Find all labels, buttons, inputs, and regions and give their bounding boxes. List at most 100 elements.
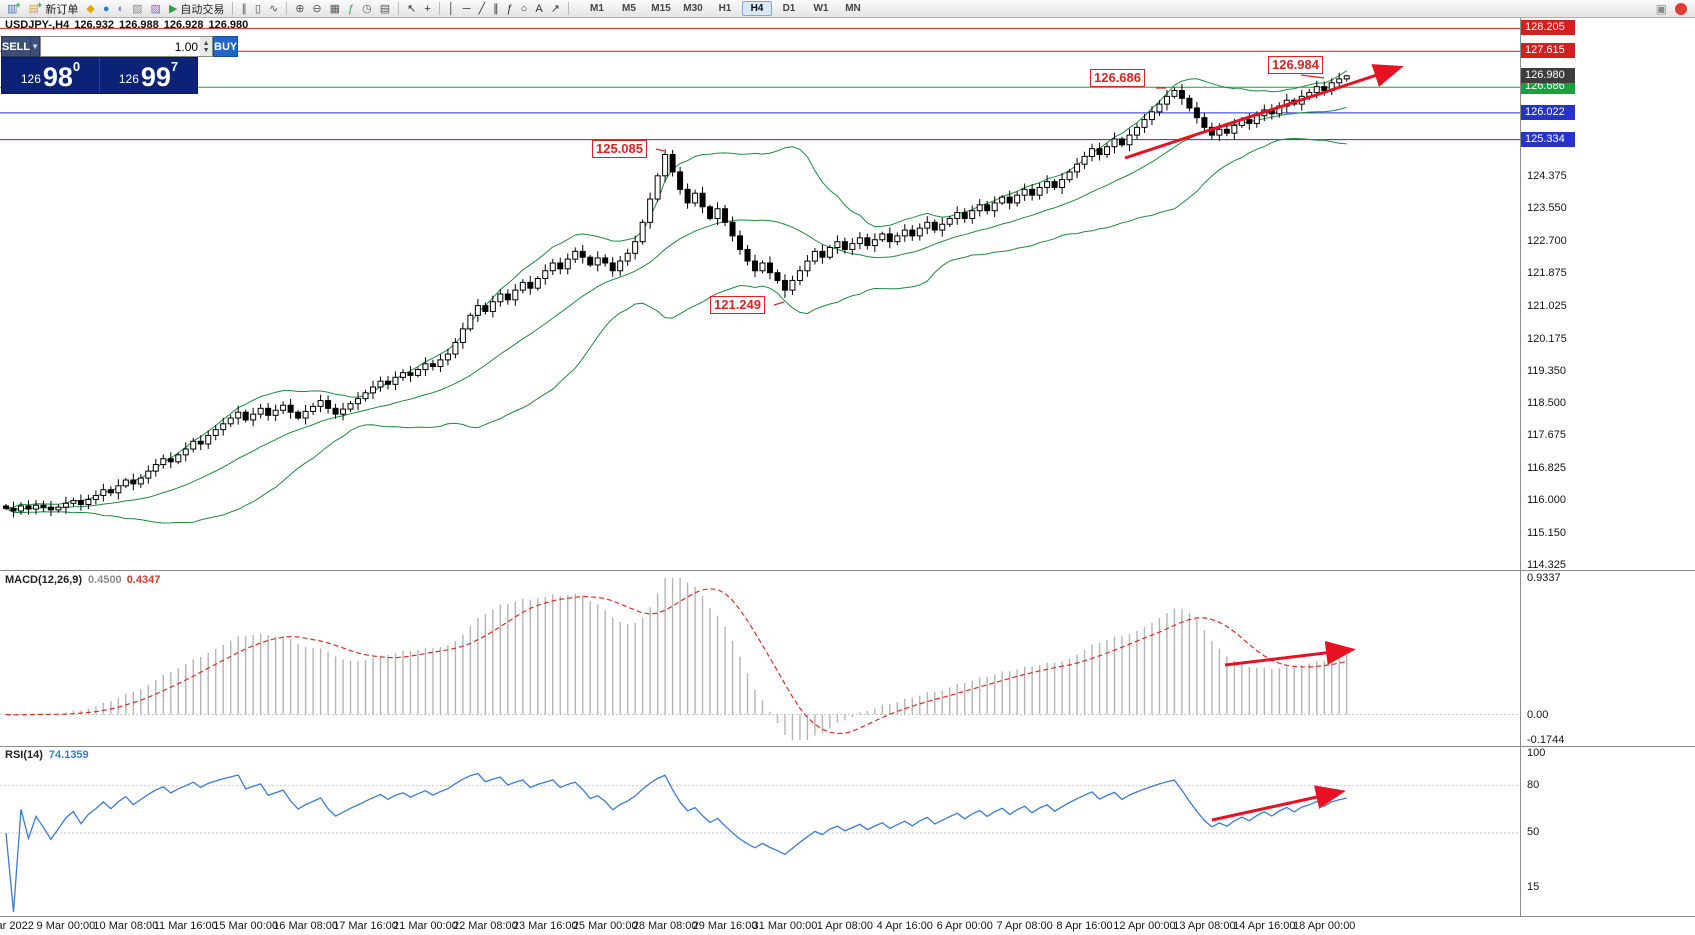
crosshair-icon: + <box>424 2 431 15</box>
candle-body <box>70 500 77 504</box>
candle-body <box>527 281 534 289</box>
candle-body <box>781 279 788 291</box>
candle-body <box>40 504 47 508</box>
navigator-icon[interactable]: ▧ <box>129 1 145 17</box>
shapes-icon[interactable]: ○ <box>518 1 531 17</box>
timeframe-m5-button[interactable]: M5 <box>622 3 636 14</box>
zoom-out-icon[interactable]: ⊖ <box>309 1 324 17</box>
macd-trend-arrow[interactable] <box>1224 640 1356 667</box>
sell-button[interactable]: SELL <box>1 36 32 57</box>
candle-body <box>1059 179 1066 188</box>
candle-body <box>504 293 511 301</box>
terminal-icon[interactable]: ▨ <box>148 1 164 17</box>
templates-icon[interactable]: ▤ <box>377 1 393 17</box>
price-tick: 115.150 <box>1527 527 1566 540</box>
macd-main-value: 0.4500 <box>88 574 122 586</box>
bollinger-band-lower[interactable] <box>5 137 1347 524</box>
volume-steppers: ▲ ▼ <box>200 37 213 56</box>
candle-body <box>355 398 362 405</box>
channel-icon[interactable]: ∥ <box>490 1 502 17</box>
timeframe-m1-button[interactable]: M1 <box>590 3 604 14</box>
rsi-tick: 50 <box>1527 826 1540 838</box>
timeframe-d1-button[interactable]: D1 <box>782 3 796 14</box>
crosshair-icon[interactable]: + <box>421 1 433 17</box>
data-window-icon[interactable]: ◐ <box>114 1 127 17</box>
annotation-label[interactable]: 126.984 <box>1268 56 1323 74</box>
favorites-icon[interactable]: ◆ <box>83 1 97 17</box>
price-line-badge: 125.334 <box>1521 131 1575 147</box>
auto-trading-button[interactable]: ▶ 自动交易 <box>166 1 227 17</box>
annotation-label[interactable]: 125.085 <box>592 140 647 158</box>
candle-body <box>1051 181 1058 188</box>
candlestick-series[interactable] <box>3 72 1350 518</box>
price-tick: 121.025 <box>1527 299 1567 312</box>
candle-body <box>414 369 421 376</box>
timeframe-w1-button[interactable]: W1 <box>813 3 829 14</box>
new-chart-icon[interactable]: ▥ + <box>4 0 24 17</box>
arrow-tool-icon[interactable]: ↗ <box>548 1 563 17</box>
bollinger-band-middle[interactable] <box>5 106 1347 511</box>
macd-label: MACD(12,26,9) 0.4500 0.4347 <box>5 574 160 586</box>
price-trend-arrow[interactable] <box>1124 64 1404 160</box>
buy-button[interactable]: BUY <box>213 36 239 57</box>
candle-body <box>707 206 714 219</box>
candle-body <box>549 262 556 272</box>
timeframe-m30-button[interactable]: M30 <box>683 3 703 14</box>
vertical-line-icon[interactable]: │ <box>445 1 458 17</box>
rsi-trend-arrow[interactable] <box>1211 785 1346 822</box>
candle-body <box>137 477 144 485</box>
candle-body <box>287 404 294 413</box>
timeframe-h1-button[interactable]: H1 <box>718 3 732 14</box>
tray-icon[interactable]: ▣ <box>1655 1 1667 16</box>
candle-body <box>991 202 998 212</box>
annotation-label[interactable]: 126.686 <box>1090 69 1145 87</box>
order-type-dropdown[interactable]: ▼ <box>31 36 41 57</box>
new-order-button[interactable]: ▤ + 新订单 <box>26 0 82 17</box>
horizontal-line-icon[interactable]: ─ <box>460 1 474 17</box>
zoom-in-icon[interactable]: ⊕ <box>292 1 307 17</box>
price-tick: 124.375 <box>1527 169 1567 182</box>
periods-icon[interactable]: ◷ <box>359 1 375 17</box>
candle-body <box>804 260 811 272</box>
cursor-icon[interactable]: ↖ <box>404 1 419 17</box>
candle-body <box>467 314 474 330</box>
sell-price-display[interactable]: 126 98 0 <box>2 58 99 93</box>
volume-input[interactable] <box>41 37 201 56</box>
timeframe-m15-button[interactable]: M15 <box>651 3 671 14</box>
trendline-icon[interactable]: ╱ <box>476 1 489 17</box>
chart-symbol-ohlc: USDJPY-,H4 126.932 126.988 126.928 126.980 <box>5 19 253 31</box>
bar-chart-icon[interactable]: ∥ <box>238 1 250 17</box>
candle-body <box>1253 115 1260 124</box>
text-icon[interactable]: A <box>532 1 545 17</box>
candle-body <box>856 237 863 245</box>
time-tick: 21 Mar 00:00 <box>393 920 458 932</box>
macd-histogram[interactable] <box>6 578 1348 740</box>
candle-body <box>722 208 729 223</box>
candle-body <box>474 305 481 316</box>
fibonacci-icon[interactable]: ƒ <box>504 1 516 17</box>
candle-body <box>519 281 526 291</box>
timeframe-h4-button[interactable]: H4 <box>741 1 772 16</box>
indicators-icon[interactable]: ƒ <box>345 1 357 17</box>
volume-up-button[interactable]: ▲ <box>202 39 210 47</box>
candle-body <box>594 257 601 266</box>
candle-body <box>1201 117 1208 128</box>
volume-down-button[interactable]: ▼ <box>202 46 210 54</box>
price-line-badge: 128.205 <box>1521 20 1575 36</box>
notification-badge[interactable] <box>1675 2 1687 15</box>
candle-body <box>564 258 571 270</box>
macd-signal-line[interactable] <box>5 588 1347 735</box>
annotation-label[interactable]: 121.249 <box>710 296 765 314</box>
green-plus-icon: + <box>15 0 21 10</box>
buy-price-display[interactable]: 126 99 7 <box>100 58 197 93</box>
timeframe-mn-button[interactable]: MN <box>845 3 861 14</box>
time-tick: 15 Mar 00:00 <box>213 920 279 932</box>
bollinger-band-upper[interactable] <box>5 70 1347 509</box>
rsi-line[interactable] <box>5 772 1347 913</box>
market-watch-icon[interactable]: ● <box>100 1 113 17</box>
line-chart-icon[interactable]: ∿ <box>266 1 281 17</box>
candlestick-chart-icon[interactable]: ▯ <box>252 1 264 17</box>
tile-windows-icon[interactable]: ▦ <box>327 1 343 17</box>
candle-body <box>1163 95 1170 105</box>
